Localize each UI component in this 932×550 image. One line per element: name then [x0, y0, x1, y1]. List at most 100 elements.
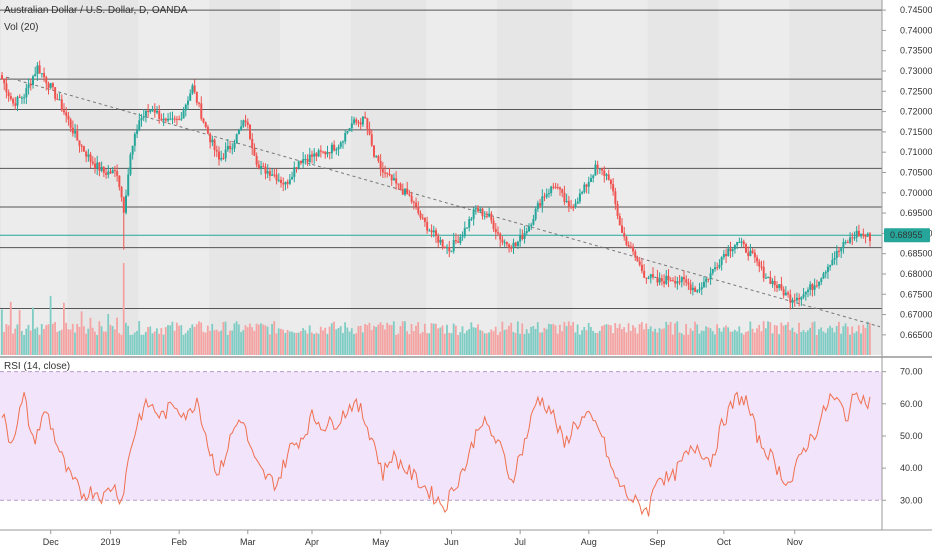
volume-bar — [782, 325, 785, 355]
volume-bar — [408, 334, 411, 355]
volume-bar — [27, 324, 30, 355]
volume-bar — [632, 325, 634, 355]
candle-body — [89, 154, 92, 162]
volume-bar — [375, 326, 378, 355]
volume-bar — [395, 334, 397, 355]
volume-bar — [364, 323, 366, 355]
candle-body — [167, 118, 170, 121]
candle-body — [663, 281, 666, 284]
candle-body — [477, 208, 480, 212]
volume-bars-group — [1, 263, 871, 355]
candle-body — [594, 164, 597, 176]
volume-bar — [776, 325, 778, 355]
volume-bar — [545, 329, 548, 355]
candle-body — [98, 162, 101, 171]
volume-bar — [151, 333, 154, 355]
volume-bar — [253, 330, 256, 355]
volume-bar — [326, 333, 329, 355]
volume-bar — [727, 327, 730, 355]
candle-body — [649, 274, 652, 278]
volume-bar — [454, 325, 457, 355]
volume-bar — [204, 332, 207, 355]
candle-body — [826, 266, 829, 273]
time-tick-label: Sep — [649, 537, 665, 547]
candle-body — [140, 117, 143, 121]
candle-body — [463, 227, 466, 237]
volume-bar — [570, 325, 572, 355]
volume-bar — [388, 324, 391, 355]
candle-body — [689, 284, 692, 291]
volume-bar — [38, 334, 41, 355]
trendline[interactable] — [6, 76, 881, 328]
volume-bar — [162, 334, 165, 355]
volume-bar — [315, 332, 318, 355]
volume-bar — [778, 334, 781, 355]
current-price-badge — [884, 228, 930, 243]
candle-body — [361, 116, 364, 125]
candle-body — [49, 83, 52, 88]
volume-bar — [844, 323, 847, 355]
candle-body — [669, 280, 672, 282]
volume-bar — [561, 331, 564, 355]
month-band — [280, 0, 351, 355]
candle-body — [74, 130, 77, 134]
candle-body — [313, 153, 316, 157]
volume-bar — [107, 313, 110, 355]
candle-body — [745, 244, 747, 253]
candle-body — [747, 252, 750, 257]
candle-body — [446, 247, 449, 249]
candle-body — [483, 215, 486, 217]
candle-body — [286, 182, 289, 184]
volume-bar — [565, 326, 568, 355]
volume-bar — [12, 333, 14, 355]
candle-body — [235, 134, 238, 144]
candle-body — [43, 73, 46, 78]
candle-body — [503, 242, 506, 244]
candle-body — [328, 152, 331, 154]
candle-body — [811, 284, 814, 290]
candle-body — [36, 65, 39, 75]
volume-bar — [9, 301, 12, 355]
volume-bar — [503, 330, 506, 355]
month-band-group — [1, 0, 790, 355]
candle-body — [156, 110, 158, 113]
candle-body — [634, 251, 637, 258]
candle-body — [122, 197, 125, 213]
rsi-tick-label: 60.00 — [900, 399, 923, 409]
volume-bar — [824, 332, 827, 355]
volume-bar — [869, 322, 871, 355]
volume-bar — [266, 326, 269, 355]
volume-bar — [784, 324, 787, 355]
volume-bar — [222, 322, 225, 355]
candle-body — [315, 153, 318, 157]
time-tick-label: 2019 — [100, 537, 120, 547]
candle-body — [109, 171, 112, 174]
volume-bar — [738, 326, 741, 355]
rsi-indicator-label: RSI (14, close) — [4, 361, 70, 372]
volume-bar — [771, 333, 774, 355]
volume-bar — [857, 325, 860, 355]
rsi-axis[interactable]: 70.00 60.00 50.00 40.00 30.00 — [882, 367, 923, 506]
time-axis[interactable]: Dec 2019 Feb Mar Apr May Jun Jul Aug Sep Oct Nov — [43, 530, 804, 547]
volume-bar — [105, 331, 107, 355]
volume-bar — [426, 333, 428, 355]
volume-bar — [802, 330, 805, 355]
volume-bar — [601, 326, 603, 355]
candle-body — [516, 241, 519, 246]
volume-bar — [280, 328, 282, 355]
candle-body — [437, 236, 440, 243]
volume-bar — [643, 329, 645, 355]
price-axis[interactable]: 0.74500 0.74000 0.73500 0.73000 0.72500 0.720… — [882, 5, 932, 340]
candle-body — [614, 191, 617, 204]
candle-body — [638, 261, 641, 265]
volume-bar — [96, 334, 99, 355]
volume-bar — [277, 328, 280, 355]
volume-bar — [288, 331, 291, 355]
candle-body — [678, 281, 681, 283]
candle-body — [665, 275, 668, 284]
price-tick-label: 0.74000 — [900, 25, 932, 35]
volume-bar — [853, 333, 856, 355]
candle-body — [846, 241, 849, 243]
candle-body — [581, 191, 584, 194]
candle-body — [273, 174, 276, 176]
